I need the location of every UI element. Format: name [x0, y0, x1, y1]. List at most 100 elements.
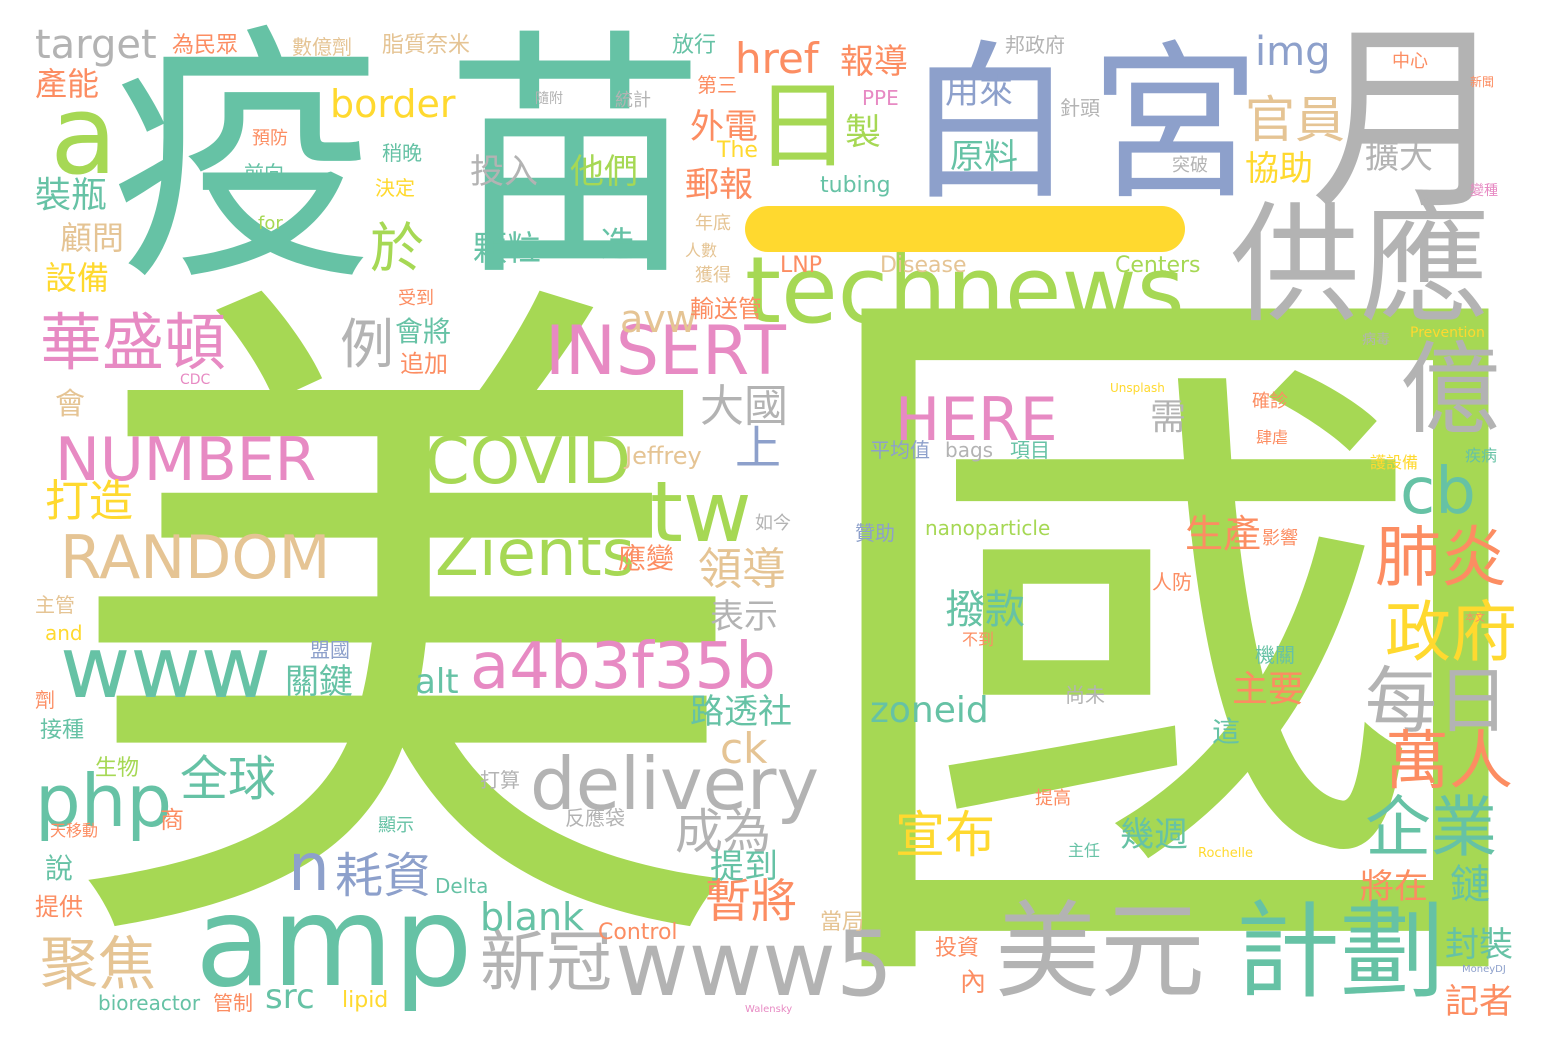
word-baodao: 報導: [840, 42, 908, 82]
word-jeffrey: Jeffrey: [625, 442, 702, 470]
word-shebei: 設備: [45, 259, 110, 297]
word-shengchan: 生產: [1185, 512, 1262, 556]
word-jijiang: 將在: [1360, 867, 1428, 907]
word-huijiang: 會將: [395, 315, 452, 348]
word-jiguan: 機關: [1255, 643, 1295, 667]
word-xu: 需: [1150, 397, 1187, 438]
word-yuanliao: 原料: [950, 137, 1018, 177]
word-shangwei: 尚未: [1065, 683, 1105, 707]
word-meiyuan: 美元: [995, 891, 1206, 1013]
word-xinwen: 新聞: [1470, 75, 1495, 89]
word-qiye: 企業: [1365, 789, 1497, 866]
word-shengwu: 生物: [95, 756, 140, 781]
word-lingdao: 領導: [698, 544, 786, 595]
word-for: for: [258, 213, 283, 234]
word-delivery: delivery: [530, 742, 820, 826]
word-jizhou: 幾週: [1120, 815, 1188, 855]
word-border: border: [330, 82, 456, 126]
word-zhuren: 主任: [1068, 841, 1101, 860]
word-tidao: 提到: [710, 847, 778, 887]
word-guo: 國: [800, 208, 1548, 1052]
word-nanoparticle: nanoparticle: [925, 516, 1051, 540]
word-www5: www5: [615, 912, 894, 1017]
word-ji: 劑: [35, 688, 55, 712]
word-fengzhuang: 封裝: [1445, 925, 1513, 965]
word-zhuguan: 主管: [35, 593, 75, 617]
word-zao: 造: [600, 225, 634, 265]
word-jiezhong: 接種: [40, 718, 85, 743]
word-walensky: Walensky: [745, 1004, 793, 1015]
word-benwen: 本文: [1465, 613, 1485, 624]
word-xuanbu: 宣布: [895, 806, 995, 864]
word-cdc: CDC: [180, 372, 211, 388]
word-touzi: 投資: [935, 936, 980, 961]
word-yu: 於: [370, 217, 424, 280]
word-xiangmu: 項目: [1010, 438, 1050, 462]
word-zanjiang: 暫將: [705, 874, 797, 928]
word-guanyuan: 官員: [1245, 91, 1345, 149]
word-zhi: 製: [845, 112, 882, 153]
word-guwen: 顧問: [60, 219, 125, 257]
word-covid: COVID: [425, 425, 631, 499]
word-meng: 盟國: [310, 638, 350, 662]
word-jueding: 決定: [375, 176, 415, 200]
word-fanyingdai: 反應袋: [565, 806, 625, 830]
word-lian: 鏈: [1450, 862, 1490, 908]
word-ri: 日: [755, 72, 851, 182]
word-queding: 確診: [1252, 391, 1288, 412]
word-number: NUMBER: [55, 425, 317, 495]
word-img: img: [1255, 29, 1331, 75]
word-tigao: 提高: [1035, 788, 1071, 809]
word-zhuijia: 追加: [400, 350, 448, 378]
word-control: Control: [598, 920, 678, 945]
word-shuo: 說: [45, 852, 74, 885]
word-insert: INSERT: [545, 312, 786, 391]
word-bingdu: 病毒: [1362, 332, 1390, 348]
word-here: HERE: [895, 385, 1058, 455]
word-zhentou: 針頭: [1060, 96, 1100, 120]
word-huashengdun: 華盛頓: [40, 306, 227, 379]
word-zhe: 這: [1212, 715, 1241, 748]
word-www: www: [60, 618, 272, 718]
word-bags: bags: [945, 438, 994, 462]
word-zhuyao: 主要: [1232, 669, 1305, 710]
word-budao: 不到: [962, 630, 995, 649]
word-keli: 顆粒: [473, 229, 541, 269]
word-xianshi: 顯示: [378, 815, 414, 836]
word-gong: 宮: [1090, 26, 1261, 224]
word-pingjunzhi: 平均值: [870, 438, 930, 462]
word-huode: 獲得: [695, 265, 731, 286]
word-li: 例: [340, 313, 394, 376]
word-yi-yi: 億: [1400, 331, 1500, 448]
word-href: href: [735, 34, 819, 83]
word-yue: 月: [1310, 5, 1511, 238]
word-renfang: 人防: [1152, 570, 1192, 594]
word-hui: 會: [55, 387, 85, 422]
word-biaoshi: 表示: [710, 597, 778, 637]
word-alt: alt: [415, 662, 459, 702]
word-niandi: 年底: [695, 213, 731, 234]
word-tongji: 統計: [615, 90, 651, 111]
word-youbao: 郵報: [685, 165, 753, 205]
word-zhenxin: 中心: [1392, 51, 1428, 72]
word-jibing: 疾病: [1465, 446, 1498, 465]
word-jujiao: 聚焦: [40, 930, 157, 998]
word-dazao: 打造: [45, 476, 133, 527]
word-blank: blank: [480, 895, 585, 939]
word-zhizhi: 脂質奈米: [382, 33, 471, 58]
word-centers: Centers: [1115, 253, 1201, 278]
word-waidian: 外電: [690, 107, 758, 147]
word-tw: tw: [650, 463, 752, 561]
dash-mark: [745, 206, 1185, 252]
word-dasuan: 打算: [480, 768, 520, 792]
word-unsplash: Unsplash: [1110, 381, 1165, 395]
word-prevention: Prevention: [1410, 325, 1485, 341]
word-zients: Zients: [435, 517, 635, 591]
word-target: target: [35, 22, 157, 68]
word-yi: 疫: [110, 2, 380, 317]
word-zhuangping: 裝瓶: [35, 175, 108, 216]
word-shuyi: 數億劑: [292, 35, 352, 59]
word-lipid: lipid: [342, 988, 389, 1013]
word-mei: 美: [60, 233, 750, 1036]
word-hushebei: 護設備: [1370, 453, 1419, 472]
